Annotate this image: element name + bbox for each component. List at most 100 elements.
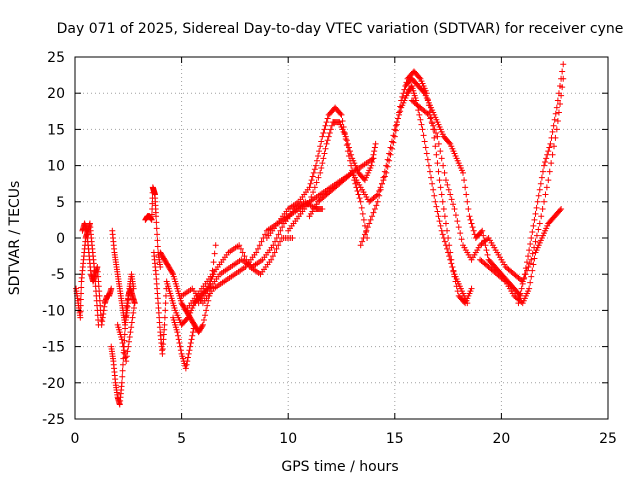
data-point: [545, 177, 552, 184]
data-point: [428, 174, 435, 181]
data-point: [130, 285, 137, 292]
grid: [75, 57, 608, 419]
data-point: [262, 231, 269, 238]
data-point: [444, 245, 451, 252]
data-point: [199, 321, 206, 328]
y-tick-label: 15: [47, 122, 65, 138]
data-point: [523, 259, 530, 266]
data-point: [468, 285, 475, 292]
data-point: [543, 184, 550, 191]
y-tick-label: 5: [56, 195, 65, 211]
data-point: [321, 126, 328, 133]
data-point: [560, 61, 567, 68]
data-point: [548, 160, 555, 167]
data-point: [438, 227, 445, 234]
data-point: [535, 192, 542, 199]
data-point: [347, 171, 354, 178]
data-point: [354, 187, 361, 194]
data-point: [384, 156, 391, 163]
data-point: [440, 162, 447, 169]
y-tick-label: -15: [42, 340, 65, 356]
data-point: [337, 110, 344, 117]
data-point: [529, 267, 536, 274]
data-point: [339, 117, 346, 124]
data-point: [447, 191, 454, 198]
data-point: [169, 269, 176, 276]
data-point: [386, 157, 393, 164]
data-point: [185, 350, 192, 357]
data-point: [130, 309, 137, 316]
data-point: [517, 290, 524, 297]
data-point: [77, 308, 84, 315]
series-track-b: [79, 220, 115, 328]
data-point: [177, 347, 184, 354]
data-point: [212, 242, 219, 249]
data-point: [123, 358, 130, 365]
data-point: [154, 231, 161, 238]
data-point: [277, 227, 284, 234]
data-point: [326, 130, 333, 137]
data-point: [98, 321, 105, 328]
data-point: [525, 253, 532, 260]
data-point: [322, 145, 329, 152]
data-point: [550, 143, 557, 150]
data-point: [379, 180, 386, 187]
data-point: [558, 75, 565, 82]
data-point: [100, 311, 107, 318]
data-point: [542, 191, 549, 198]
data-point: [436, 177, 443, 184]
data-point: [551, 116, 558, 123]
data-point: [162, 307, 169, 314]
data-point: [372, 140, 379, 147]
data-point: [484, 251, 491, 258]
data-point: [535, 226, 542, 233]
data-point: [130, 304, 137, 311]
data-point: [484, 236, 491, 243]
data-point: [433, 203, 440, 210]
data-point: [542, 158, 549, 165]
data-point: [435, 213, 442, 220]
data-point: [189, 332, 196, 339]
data-point: [370, 151, 377, 158]
data-point: [541, 162, 548, 169]
data-point: [325, 133, 332, 140]
data-point: [148, 211, 155, 218]
data-point: [376, 192, 383, 199]
data-point: [118, 379, 125, 386]
data-point: [78, 284, 85, 291]
data-point: [391, 126, 398, 133]
data-point: [392, 122, 399, 129]
data-point: [343, 137, 350, 144]
series-track-e: [114, 300, 138, 365]
data-point: [153, 225, 160, 232]
data-point: [279, 224, 286, 231]
data-point: [424, 156, 431, 163]
data-point: [236, 242, 243, 249]
data-point: [519, 280, 526, 287]
data-point: [457, 230, 464, 237]
data-point: [526, 260, 533, 267]
data-point: [122, 354, 129, 361]
data-point: [380, 174, 387, 181]
data-point: [184, 358, 191, 365]
data-point: [555, 90, 562, 97]
data-point: [289, 235, 296, 241]
data-point: [128, 319, 135, 326]
data-point: [446, 139, 453, 146]
data-point: [419, 126, 426, 133]
data-point: [433, 130, 440, 137]
data-point: [445, 186, 452, 193]
data-point: [310, 169, 317, 176]
data-point: [435, 168, 442, 175]
data-point: [442, 177, 449, 184]
data-point: [108, 285, 115, 292]
data-point: [131, 300, 138, 307]
data-point: [344, 140, 351, 147]
data-point: [553, 104, 560, 111]
data-point: [442, 242, 449, 249]
data-point: [258, 238, 265, 245]
data-point: [431, 134, 438, 141]
data-point: [545, 148, 552, 155]
data-point: [369, 158, 376, 165]
data-point: [529, 228, 536, 235]
